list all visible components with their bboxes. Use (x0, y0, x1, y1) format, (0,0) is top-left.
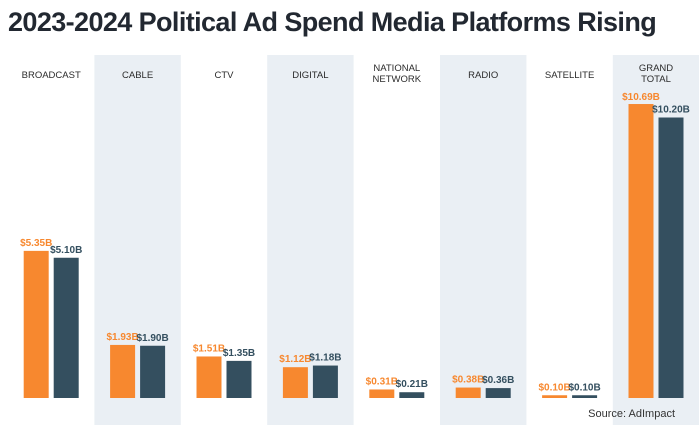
value-label-orange-4: $0.31B (366, 376, 398, 387)
value-label-navy-3: $1.18B (309, 353, 341, 364)
value-label-orange-1: $1.93B (106, 332, 138, 343)
value-label-navy-0: $5.10B (50, 245, 82, 256)
value-label-navy-7: $10.20B (652, 105, 690, 116)
bar-orange-7 (628, 104, 654, 399)
category-label-5: RADIO (468, 70, 498, 81)
bar-navy-6 (572, 395, 598, 398)
value-label-navy-5: $0.36B (482, 375, 514, 386)
value-label-navy-4: $0.21B (396, 379, 428, 390)
column-shade-3 (267, 55, 354, 425)
category-label-6: SATELLITE (545, 70, 594, 81)
bar-orange-0 (23, 250, 49, 398)
category-label-7: GRAND TOTAL (639, 63, 673, 85)
value-label-orange-7: $10.69B (622, 92, 660, 103)
bar-navy-2 (226, 360, 252, 398)
value-label-orange-5: $0.38B (452, 375, 484, 386)
bar-orange-1 (110, 344, 136, 398)
column-shade-5 (440, 55, 527, 425)
category-label-3: DIGITAL (292, 70, 328, 81)
category-label-4: NATIONAL NETWORK (373, 63, 422, 85)
bar-navy-3 (312, 365, 338, 398)
value-label-navy-1: $1.90B (136, 333, 168, 344)
bar-navy-0 (53, 257, 79, 398)
bar-navy-7 (658, 117, 684, 398)
category-label-2: CTV (215, 70, 235, 81)
category-label-1: CABLE (122, 70, 153, 81)
bar-orange-5 (455, 387, 481, 398)
value-label-orange-2: $1.51B (193, 343, 225, 354)
bar-orange-6 (542, 395, 568, 398)
source-note: Source: AdImpact (588, 408, 675, 420)
value-label-orange-3: $1.12B (279, 354, 311, 365)
column-shade-7 (612, 55, 699, 425)
column-shade-1 (94, 55, 181, 425)
value-label-orange-6: $0.10B (538, 382, 570, 393)
category-label-0: BROADCAST (22, 70, 81, 81)
chart-title: 2023-2024 Political Ad Spend Media Platf… (8, 7, 657, 37)
bar-navy-5 (485, 388, 511, 398)
bar-orange-2 (196, 356, 222, 398)
bar-navy-4 (399, 392, 425, 398)
bar-navy-1 (140, 345, 166, 398)
bar-orange-3 (282, 367, 308, 398)
value-label-orange-0: $5.35B (20, 238, 52, 249)
value-label-navy-6: $0.10B (568, 382, 600, 393)
bar-orange-4 (369, 389, 395, 398)
value-label-navy-2: $1.35B (223, 348, 255, 359)
